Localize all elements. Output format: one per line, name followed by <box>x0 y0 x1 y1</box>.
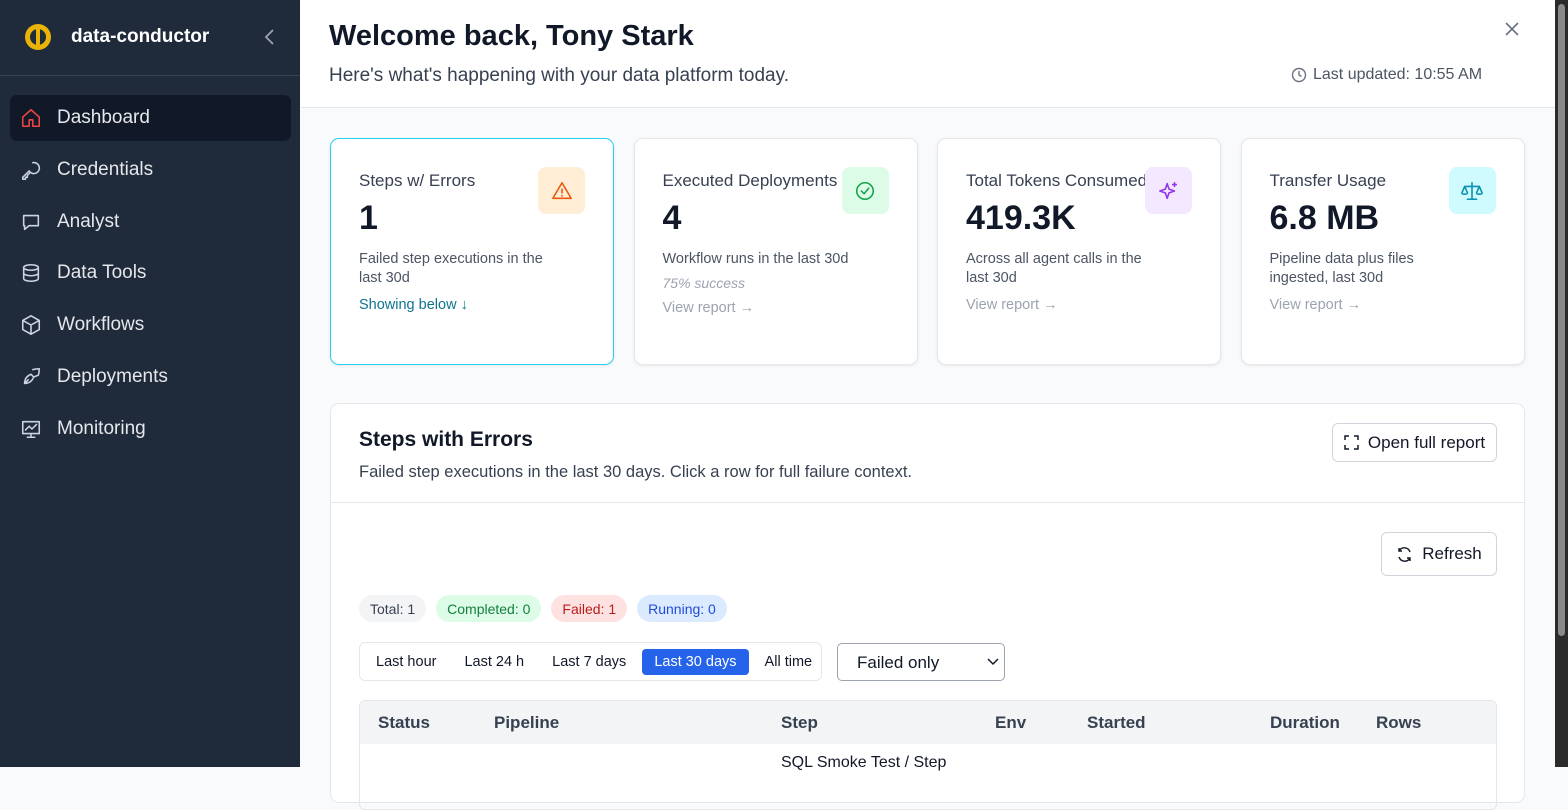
nav-label: Data Tools <box>57 262 147 284</box>
sidebar: data-conductor Dashboard Credentials Analy… <box>0 0 300 767</box>
card-description: Failed step executions in the last 30d <box>359 251 543 286</box>
status-chip: Running: 0 <box>637 595 727 622</box>
refresh-icon <box>1398 546 1411 562</box>
table-header <box>360 701 1496 744</box>
nav-label: Deployments <box>57 366 168 387</box>
column-header: Status <box>378 713 430 732</box>
clock-icon <box>1291 67 1307 83</box>
open-report-button[interactable]: Open full report <box>1332 423 1497 462</box>
column-header: Env <box>995 713 1027 732</box>
welcome-subtitle: Here's what's happening with your data p… <box>329 65 789 86</box>
nav-item[interactable]: Workflows <box>10 302 291 348</box>
card-link[interactable]: View report → <box>1269 297 1362 313</box>
chevron <box>987 658 999 666</box>
card-value: 6.8 MB <box>1269 199 1380 237</box>
filter-button[interactable]: Last hour <box>376 653 437 670</box>
card-label: Executed Deployments <box>662 171 838 190</box>
nav-item[interactable]: Monitoring <box>10 406 291 452</box>
filter-button[interactable]: All time <box>764 653 813 670</box>
card-value: 1 <box>359 199 378 237</box>
icon <box>23 367 41 385</box>
filter-button[interactable]: Last 30 days <box>642 648 749 675</box>
filter-button[interactable]: Last 24 h <box>464 653 525 670</box>
column-header: Rows <box>1376 713 1422 732</box>
brand-name: data-conductor <box>71 26 210 47</box>
nav-item[interactable]: Dashboard <box>10 95 291 141</box>
icon <box>22 264 40 283</box>
welcome-title: Welcome back, Tony Stark <box>329 20 694 52</box>
card-description: Across all agent calls in the last 30d <box>966 251 1142 286</box>
header: Welcome back, Tony Stark Here's what's h… <box>301 0 1555 108</box>
last-updated: Last updated: 10:55 AM <box>1313 66 1483 83</box>
icon <box>21 420 41 438</box>
filter-button[interactable]: Last 7 days <box>552 653 627 670</box>
select-value: Failed only <box>857 653 940 672</box>
nav-item[interactable]: Analyst <box>10 199 291 245</box>
card-description: Pipeline data plus files ingested, last … <box>1269 251 1414 286</box>
nav-label: Dashboard <box>57 107 150 128</box>
main: Welcome back, Tony Stark Here's what's h… <box>301 0 1568 810</box>
close-button[interactable] <box>1504 21 1520 37</box>
card-icon <box>841 167 889 214</box>
brand: data-conductor <box>0 0 300 76</box>
stat-card[interactable]: Steps w/ Errors 1 Failed step executions i… <box>330 138 614 365</box>
status-chip: Total: 1 <box>359 595 427 622</box>
logo <box>25 24 51 50</box>
expand-icon <box>1344 435 1359 450</box>
column-header: Started <box>1087 713 1146 732</box>
card-icon <box>538 167 585 214</box>
icon <box>856 181 874 200</box>
panel-title: Steps with Errors <box>359 428 533 451</box>
panel-description: Failed step executions in the last 30 da… <box>359 463 913 481</box>
nav-item[interactable]: Deployments <box>10 354 291 400</box>
time-filters: Last hour Last 24 h Last 7 days Last 30 day… <box>359 642 822 681</box>
card-link[interactable]: View report → <box>662 300 755 316</box>
button-label: Refresh <box>1422 544 1482 563</box>
column-header: Pipeline <box>494 713 560 732</box>
status-chip: Failed: 1 <box>551 595 628 622</box>
icon <box>1158 181 1177 199</box>
nav-item[interactable]: Data Tools <box>10 250 291 296</box>
card-icon <box>1145 167 1192 214</box>
errors-table: Status Pipeline Step Env Started Duration Rows… <box>359 700 1497 810</box>
icon <box>21 315 41 336</box>
card-value: 419.3K <box>966 199 1076 237</box>
column-header: Duration <box>1270 713 1340 732</box>
card-link[interactable]: Showing below ↓ <box>359 297 468 313</box>
card-value: 4 <box>662 199 682 237</box>
divider <box>331 502 1524 503</box>
nav-label: Credentials <box>57 158 154 180</box>
card-link[interactable]: View report → <box>966 297 1058 313</box>
icon <box>1461 181 1483 200</box>
card-label: Steps w/ Errors <box>359 171 476 190</box>
card-icon <box>1448 167 1496 214</box>
card-label: Transfer Usage <box>1269 171 1387 190</box>
nav-label: Workflows <box>57 314 145 336</box>
stat-card[interactable]: Total Tokens Consumed 419.3K Across all ag… <box>937 138 1221 365</box>
button-label: Open full report <box>1367 432 1486 452</box>
status-select[interactable]: Failed only <box>837 643 1005 681</box>
stat-card[interactable]: Executed Deployments 4 Workflow runs in th… <box>633 138 918 365</box>
stat-card[interactable]: Transfer Usage 6.8 MB Pipeline data plus f… <box>1240 138 1525 365</box>
nav-item[interactable]: Credentials <box>10 147 291 193</box>
icon <box>22 214 40 230</box>
errors-panel: Steps with Errors Failed step executions… <box>330 403 1525 810</box>
icon <box>21 108 41 128</box>
column-header: Step <box>781 713 818 732</box>
table-cell: SQL Smoke Test / Step <box>781 754 947 771</box>
collapse-button[interactable] <box>262 28 278 46</box>
nav-label: Monitoring <box>57 417 146 439</box>
scrollbar <box>1555 0 1568 767</box>
nav-label: Analyst <box>57 210 120 232</box>
status-chip: Completed: 0 <box>436 595 542 622</box>
icon <box>21 161 41 180</box>
card-note: 75% success <box>662 275 745 291</box>
refresh-button[interactable]: Refresh <box>1381 532 1497 576</box>
icon <box>551 181 572 199</box>
card-label: Total Tokens Consumed <box>966 171 1148 190</box>
card-description: Workflow runs in the last 30d <box>662 251 849 267</box>
